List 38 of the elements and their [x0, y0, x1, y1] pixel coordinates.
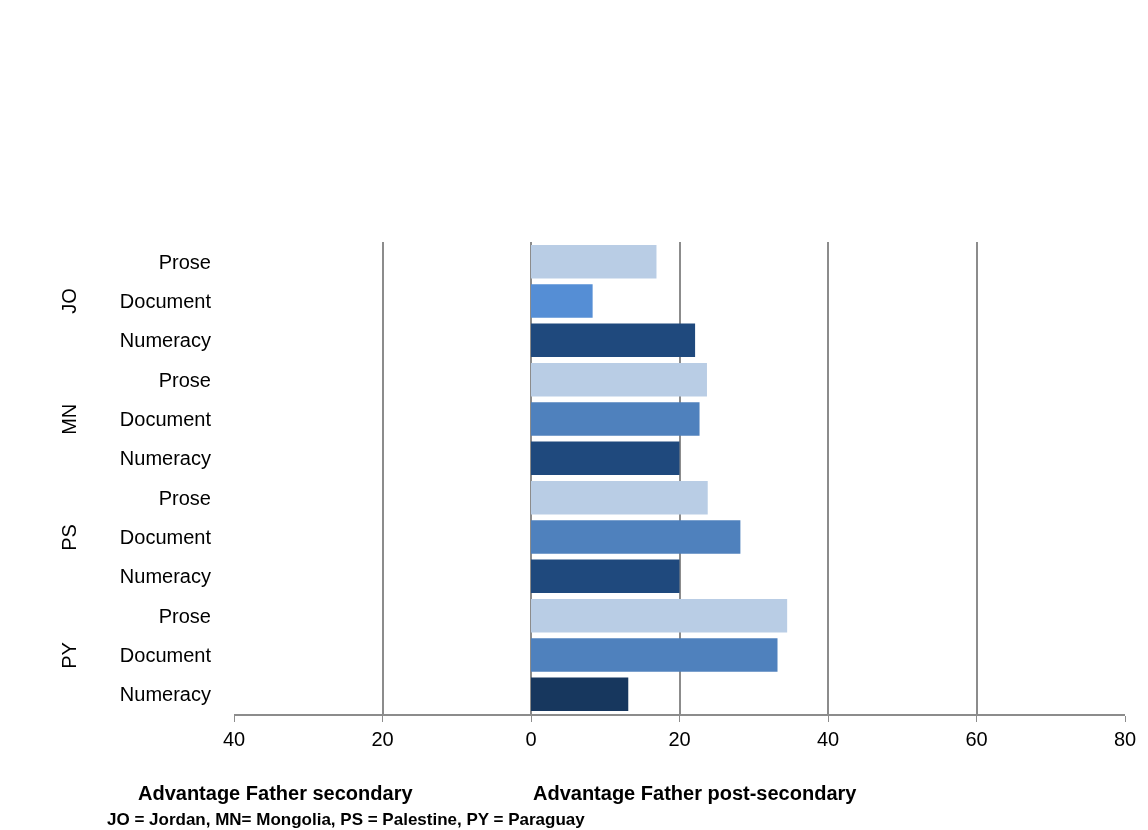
text: PY [57, 642, 80, 669]
y-tick-label: Numeracy [119, 683, 211, 706]
y-tick-label: Document [119, 644, 212, 666]
text: JO = Jordan, MN= Mongolia, PS = Palestine, PY = Paraguay [107, 810, 586, 829]
x-tick-label: 40 [222, 728, 246, 750]
text: JO [57, 288, 80, 314]
bar [531, 441, 680, 476]
y-tick-label: Prose [158, 486, 211, 509]
y-tick-label: Numeracy [119, 329, 211, 352]
x-tick-label: 40 [816, 728, 840, 750]
x-tick-label: 20 [668, 728, 691, 750]
bar [531, 362, 707, 397]
y-tick-label: Prose [158, 368, 211, 391]
bar [531, 323, 696, 358]
x-tick-label: 80 [1113, 728, 1137, 750]
x-tick-label: 0 [525, 728, 537, 750]
text: Advantage Father secondary [138, 782, 414, 804]
text: MN [57, 403, 80, 435]
text: Advantage Father post-secondary [533, 782, 858, 804]
bar [531, 480, 708, 515]
y-tick-label: Document [119, 526, 212, 548]
bar [531, 244, 657, 279]
bar [531, 638, 778, 672]
y-tick-label: Numeracy [119, 565, 211, 588]
y-tick-label: Numeracy [119, 447, 211, 470]
x-tick-label: 60 [965, 728, 988, 750]
x-tick-label: 20 [371, 728, 394, 750]
y-tick-label: Prose [158, 604, 211, 627]
y-tick-label: Document [119, 290, 212, 312]
bar [531, 598, 788, 633]
bar [531, 284, 593, 318]
bar [531, 520, 741, 554]
bar [531, 402, 700, 436]
y-tick-label: Document [119, 408, 212, 430]
bar [531, 677, 629, 712]
text: PS [57, 524, 80, 551]
y-tick-label: Prose [158, 250, 211, 273]
bar [531, 559, 680, 594]
